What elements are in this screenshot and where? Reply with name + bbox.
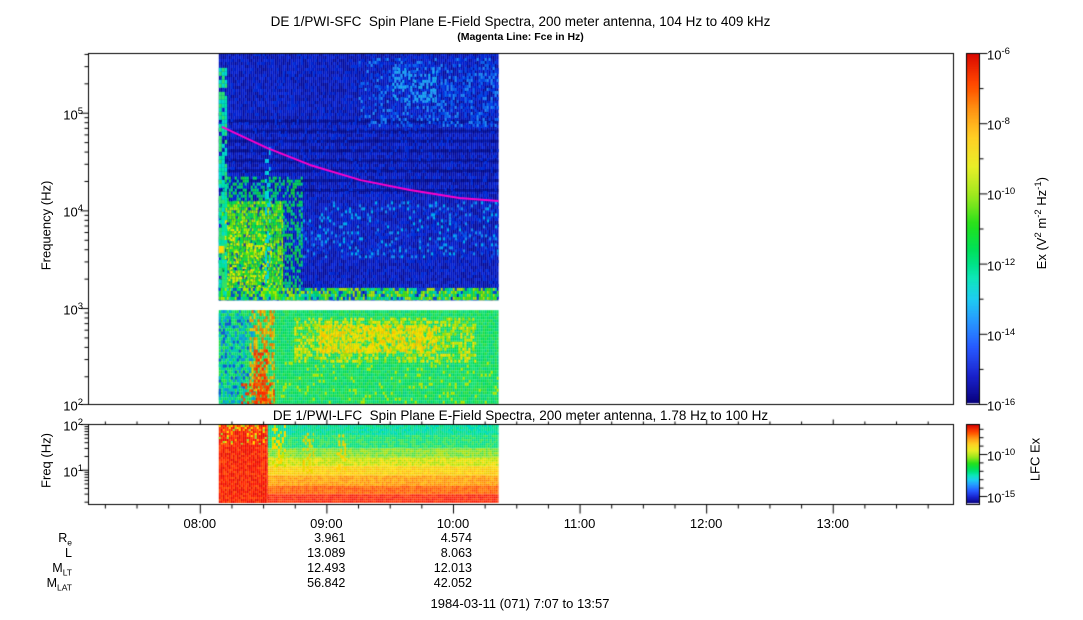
ephemeris-row-label: L: [65, 546, 72, 560]
sfc-y-tick-label: 104: [63, 203, 83, 220]
ephemeris-value: 3.961: [314, 531, 346, 545]
sfc-panel-subtitle: (Magenta Line: Fce in Hz): [457, 31, 584, 43]
sfc-colorbar-label: Ex (V2 m-2 Hz-1): [1032, 177, 1050, 270]
x-tick-label: 09:00: [310, 516, 343, 531]
ephemeris-value: 8.063: [440, 546, 472, 560]
sfc-panel-title: DE 1/PWI-SFC Spin Plane E-Field Spectra,…: [270, 14, 771, 29]
ephemeris-value: 4.574: [440, 531, 472, 545]
sfc-y-axis-label: Frequency (Hz): [38, 180, 54, 271]
sfc-colorbar-tick-label: 10-6: [987, 46, 1010, 63]
sfc-colorbar-tick-label: 10-10: [987, 186, 1016, 203]
sfc-colorbar-tick-label: 10-8: [987, 116, 1010, 133]
lfc-y-tick-label: 102: [63, 417, 83, 434]
lfc-y-tick-label: 101: [63, 462, 83, 480]
lfc-colorbar-tick-label: 10-15: [987, 489, 1016, 506]
x-tick-label: 10:00: [436, 516, 470, 531]
date-range-label: 1984-03-11 (071) 7:07 to 13:57: [430, 596, 610, 611]
lfc-colorbar-tick-label: 10-10: [987, 447, 1016, 464]
sfc-colorbar-tick-label: 10-14: [987, 326, 1016, 344]
ephemeris-value: 12.013: [433, 561, 472, 575]
x-tick-label: 13:00: [816, 516, 849, 531]
sfc-y-tick-label: 103: [63, 301, 83, 318]
lfc-panel-title: DE 1/PWI-LFC Spin Plane E-Field Spectra,…: [272, 408, 769, 423]
x-tick-label: 08:00: [183, 516, 217, 531]
ephemeris-row-label: MLT: [52, 561, 72, 578]
ephemeris-row-label: MLAT: [46, 576, 72, 593]
sfc-colorbar-tick-label: 10-12: [987, 256, 1016, 273]
sfc-y-tick-label: 105: [63, 105, 83, 123]
sfc-y-tick-label: 102: [63, 397, 83, 414]
ephemeris-value: 13.089: [307, 546, 346, 560]
ephemeris-value: 12.493: [307, 561, 346, 575]
ephemeris-value: 42.052: [433, 576, 472, 590]
ephemeris-row-label: Re: [58, 531, 72, 548]
sfc-colorbar-tick-label: 10-16: [987, 397, 1016, 414]
x-tick-label: 12:00: [689, 516, 723, 531]
ephemeris-value: 56.842: [307, 576, 346, 590]
x-tick-label: 11:00: [563, 516, 596, 531]
